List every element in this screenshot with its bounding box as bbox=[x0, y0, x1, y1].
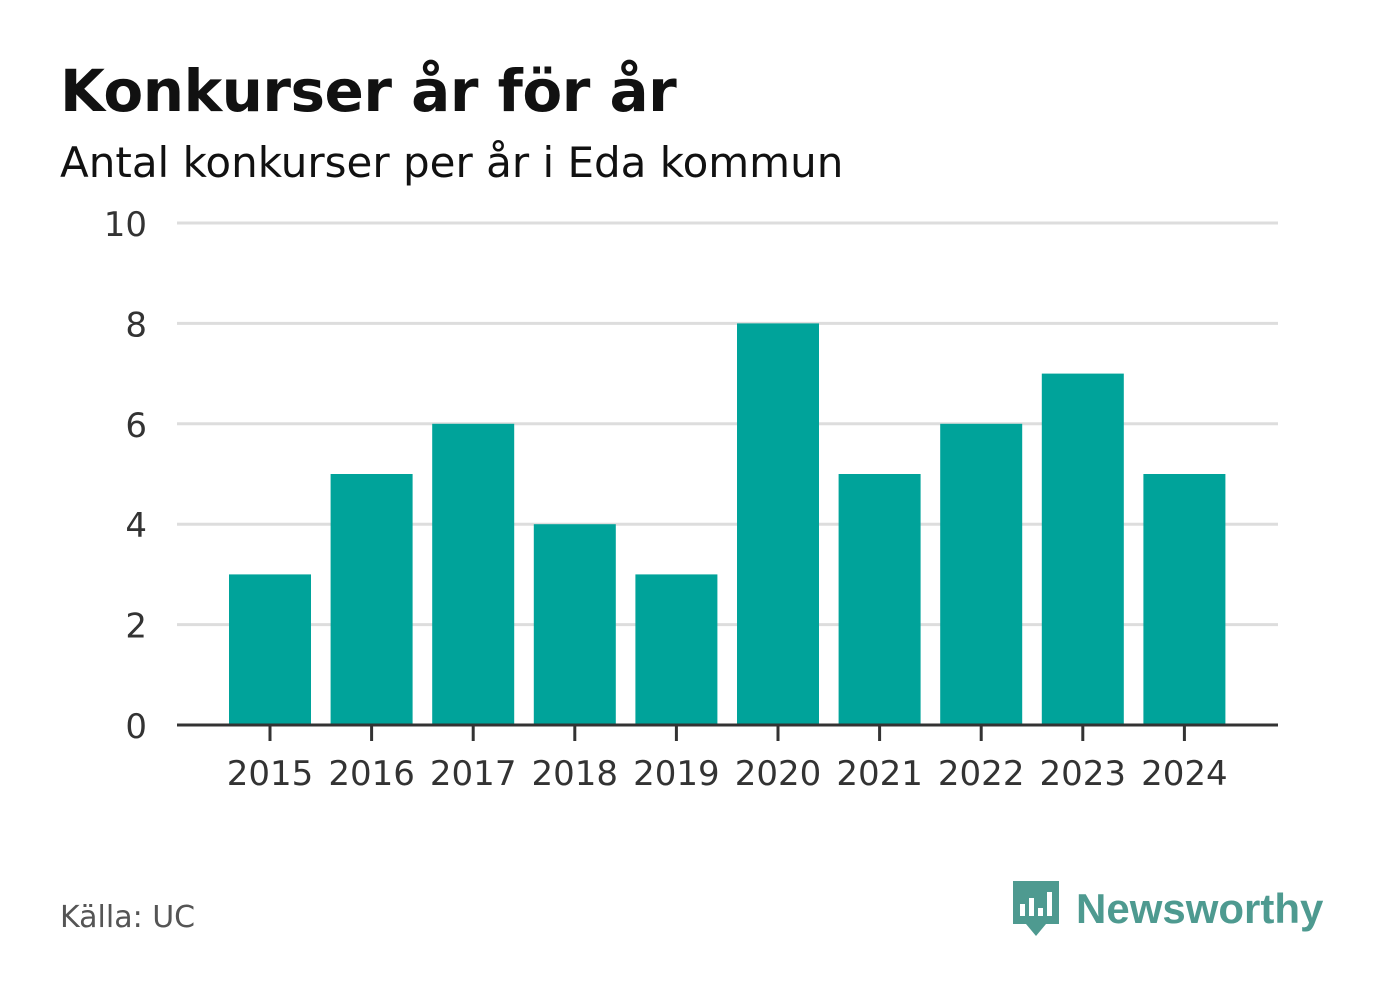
chart-title: Konkurser år för år bbox=[60, 57, 677, 125]
y-tick-label: 8 bbox=[125, 305, 147, 345]
x-tick-label: 2020 bbox=[735, 754, 822, 794]
y-tick-label: 0 bbox=[125, 707, 147, 747]
bar bbox=[737, 323, 819, 725]
x-tick-label: 2023 bbox=[1040, 754, 1127, 794]
bar bbox=[1041, 373, 1124, 725]
x-tick-label: 2021 bbox=[836, 754, 923, 794]
bar-chart-speech-bubble-icon bbox=[1013, 881, 1059, 936]
x-tick-label: 2018 bbox=[532, 754, 619, 794]
y-tick-label: 2 bbox=[125, 607, 147, 647]
bar bbox=[330, 474, 413, 725]
bar bbox=[838, 474, 921, 725]
bar bbox=[635, 574, 718, 725]
x-tick-label: 2016 bbox=[328, 754, 415, 794]
y-tick-label: 4 bbox=[125, 506, 147, 546]
bar bbox=[229, 574, 311, 725]
bar bbox=[533, 524, 616, 725]
brand: Newsworthy bbox=[1010, 878, 1323, 940]
x-tick-label: 2024 bbox=[1141, 754, 1228, 794]
brand-name: Newsworthy bbox=[1076, 885, 1324, 932]
y-tick-label: 10 bbox=[104, 205, 147, 245]
y-tick-label: 6 bbox=[125, 406, 147, 446]
bar bbox=[432, 423, 515, 725]
source-note: Källa: UC bbox=[60, 900, 196, 935]
x-tick-label: 2015 bbox=[227, 754, 314, 794]
chart-subtitle: Antal konkurser per år i Eda kommun bbox=[60, 138, 844, 187]
x-tick-label: 2022 bbox=[938, 754, 1025, 794]
x-tick-label: 2017 bbox=[430, 754, 517, 794]
bar bbox=[1143, 474, 1226, 725]
bar bbox=[940, 423, 1023, 725]
x-tick-label: 2019 bbox=[633, 754, 720, 794]
